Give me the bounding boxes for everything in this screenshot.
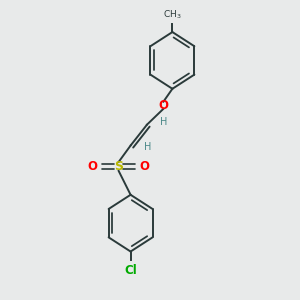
Text: H: H [160, 117, 168, 127]
Text: S: S [114, 160, 123, 173]
Text: Cl: Cl [124, 264, 137, 277]
Text: O: O [87, 160, 98, 173]
Text: O: O [140, 160, 150, 173]
Text: O: O [158, 99, 168, 112]
Text: H: H [144, 142, 152, 152]
Text: CH$_3$: CH$_3$ [163, 9, 182, 21]
